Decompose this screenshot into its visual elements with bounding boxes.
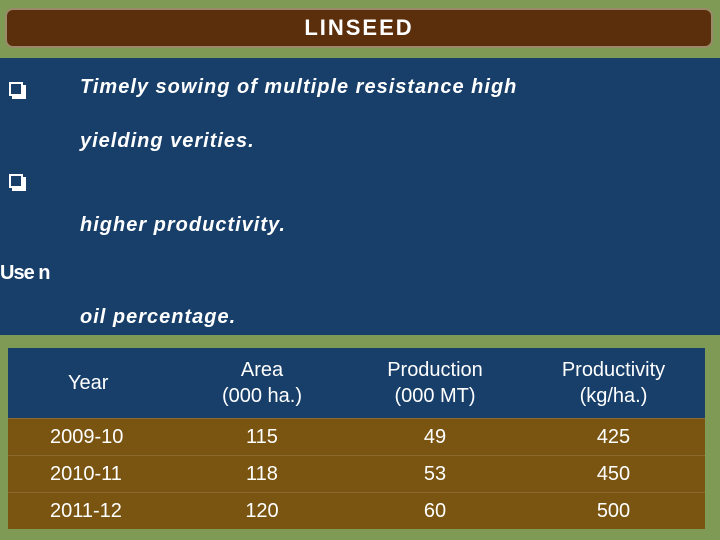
table-row: 2009-10 115 49 425 [8,418,705,456]
header-production-line2: (000 MT) [394,385,476,407]
cell-area: 118 [176,455,348,493]
cell-productivity: 425 [522,418,705,456]
header-production: Production (000 MT) [348,348,522,419]
cell-production: 60 [348,492,522,529]
cell-area: 120 [176,492,348,529]
page-title: LINSEED [304,15,414,40]
production-table: Year Area (000 ha.) Production (000 MT) … [8,348,705,529]
bullet-3-line-2: oil percentage. [80,306,237,328]
header-year: Year [8,348,176,419]
bullet-1-line-1: Timely sowing of multiple resistance hig… [80,76,518,98]
bullet-icon [9,82,23,96]
title-bar: LINSEED [5,8,713,48]
cell-productivity: 500 [522,492,705,529]
bullet-1-line-2: yielding verities. [80,130,255,152]
cell-year: 2011-12 [8,492,176,529]
header-productivity-line2: (kg/ha.) [579,385,648,407]
cell-year: 2010-11 [8,455,176,493]
table-header-row: Year Area (000 ha.) Production (000 MT) … [8,348,705,419]
cell-year: 2009-10 [8,418,176,456]
header-area-line2: (000 ha.) [221,385,303,407]
header-area: Area (000 ha.) [176,348,348,419]
cell-productivity: 450 [522,455,705,493]
content-panel [0,58,720,335]
bullet-icon [9,174,23,188]
table-row: 2011-12 120 60 500 [8,492,705,529]
header-area-line1: Area [240,359,284,381]
table-row: 2010-11 118 53 450 [8,455,705,493]
header-productivity-line1: Productivity [561,359,666,381]
overlapping-text: Use n [0,262,50,284]
header-year-label: Year [68,372,109,394]
bullet-2-line-2: higher productivity. [80,214,286,236]
header-productivity: Productivity (kg/ha.) [522,348,705,419]
cell-production: 49 [348,418,522,456]
header-production-line1: Production [387,359,483,381]
cell-production: 53 [348,455,522,493]
cell-area: 115 [176,418,348,456]
